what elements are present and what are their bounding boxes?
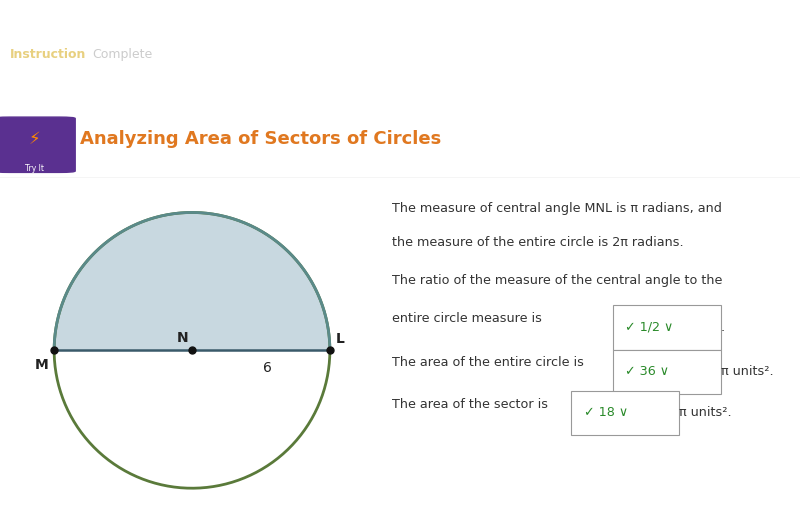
Text: The area of the entire circle is: The area of the entire circle is (392, 356, 584, 369)
Text: Instruction: Instruction (10, 48, 86, 61)
Text: .: . (721, 321, 725, 334)
Text: entire circle measure is: entire circle measure is (392, 312, 542, 325)
Text: ⚡: ⚡ (29, 130, 40, 148)
Text: 6: 6 (263, 361, 272, 375)
Text: N: N (177, 331, 189, 344)
Text: π units².: π units². (721, 365, 774, 378)
Text: Analyzing Area of Sectors of Circles: Analyzing Area of Sectors of Circles (80, 130, 442, 148)
Text: M: M (34, 358, 48, 373)
Text: π units².: π units². (679, 406, 732, 419)
Text: The measure of central angle MNL is π radians, and: The measure of central angle MNL is π ra… (392, 202, 722, 215)
FancyBboxPatch shape (571, 391, 679, 435)
Text: the measure of the entire circle is 2π radians.: the measure of the entire circle is 2π r… (392, 237, 684, 250)
Text: ✓ 1/2 ∨: ✓ 1/2 ∨ (626, 321, 674, 334)
Text: Area of a Circle and a Sector: Area of a Circle and a Sector (10, 10, 278, 29)
Text: Completed: Completed (10, 81, 102, 96)
Text: The ratio of the measure of the central angle to the: The ratio of the measure of the central … (392, 274, 722, 287)
Text: Complete: Complete (92, 48, 152, 61)
Text: L: L (336, 332, 345, 346)
FancyBboxPatch shape (613, 350, 721, 394)
Text: Attempt 1: Attempt 1 (92, 82, 154, 95)
Text: ✓ 18 ∨: ✓ 18 ∨ (584, 406, 628, 419)
Polygon shape (54, 213, 330, 350)
Text: The area of the sector is: The area of the sector is (392, 398, 548, 411)
Text: ✓ 36 ∨: ✓ 36 ∨ (626, 365, 670, 378)
Text: Try It: Try It (25, 165, 44, 173)
FancyBboxPatch shape (0, 117, 75, 172)
FancyBboxPatch shape (613, 305, 721, 350)
